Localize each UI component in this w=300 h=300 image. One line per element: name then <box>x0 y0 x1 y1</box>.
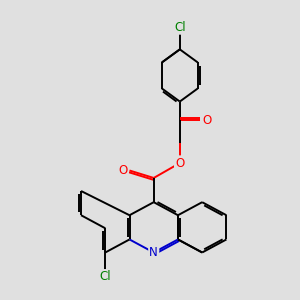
Text: Cl: Cl <box>174 20 186 34</box>
Text: O: O <box>118 164 127 177</box>
Text: N: N <box>149 246 158 259</box>
Text: O: O <box>175 157 184 169</box>
Text: O: O <box>202 114 212 127</box>
Text: Cl: Cl <box>100 270 111 283</box>
